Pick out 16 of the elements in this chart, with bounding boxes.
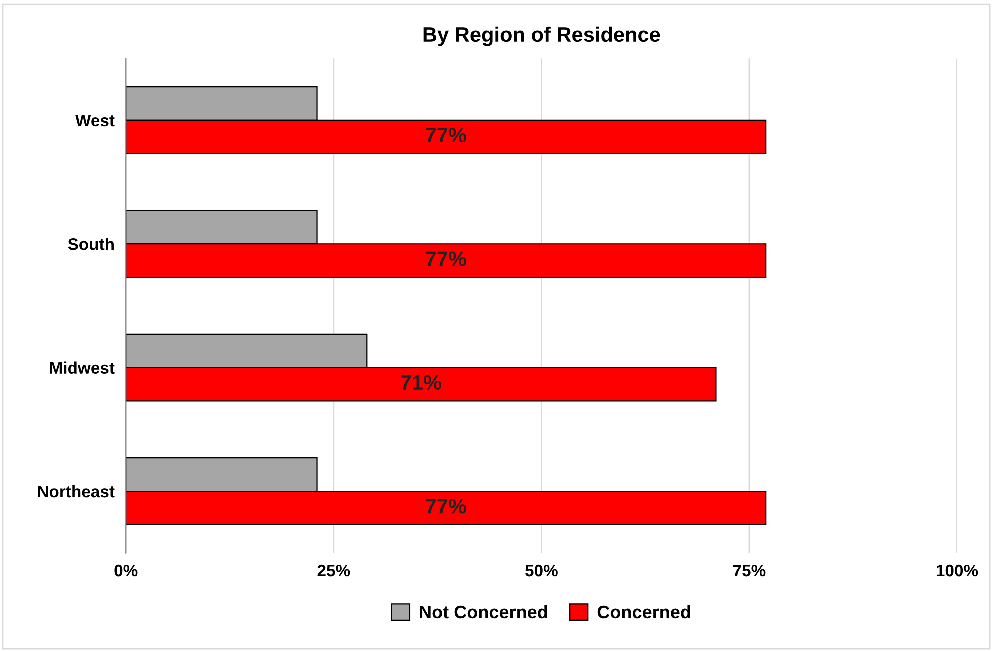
x-tick-label: 0% xyxy=(114,564,138,577)
x-tick-label: 50% xyxy=(526,564,558,577)
data-label: 77% xyxy=(426,252,466,266)
y-tick-label: Northeast xyxy=(38,485,115,498)
legend-label: Not Concerned xyxy=(420,605,548,619)
x-tick-label: 100% xyxy=(936,564,978,577)
chart-title: By Region of Residence xyxy=(424,26,660,46)
y-tick-label: Midwest xyxy=(50,362,115,374)
data-label: 77% xyxy=(426,128,466,143)
y-tick-label: West xyxy=(75,115,115,127)
data-label: 71% xyxy=(401,375,442,390)
x-tick-label: 75% xyxy=(734,564,766,577)
x-tick-label: 25% xyxy=(318,564,350,577)
y-tick-label: South xyxy=(68,238,114,250)
data-label: 77% xyxy=(426,499,466,514)
legend-label: Concerned xyxy=(598,605,690,619)
